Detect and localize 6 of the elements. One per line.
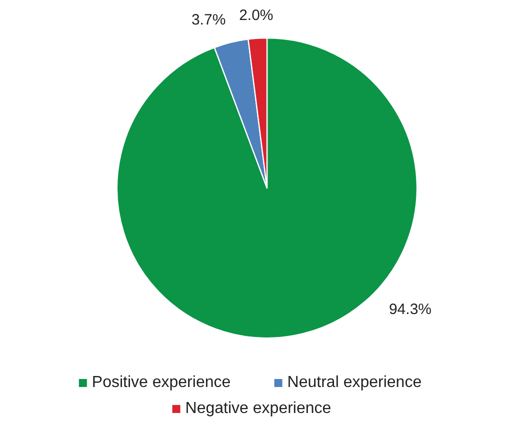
data-label: 94.3% <box>388 300 432 318</box>
legend-label: Neutral experience <box>287 374 422 392</box>
data-label: 2.0% <box>239 6 274 24</box>
legend-label: Positive experience <box>92 374 231 392</box>
data-label: 3.7% <box>191 11 226 28</box>
legend-label: Negative experience <box>185 400 332 418</box>
